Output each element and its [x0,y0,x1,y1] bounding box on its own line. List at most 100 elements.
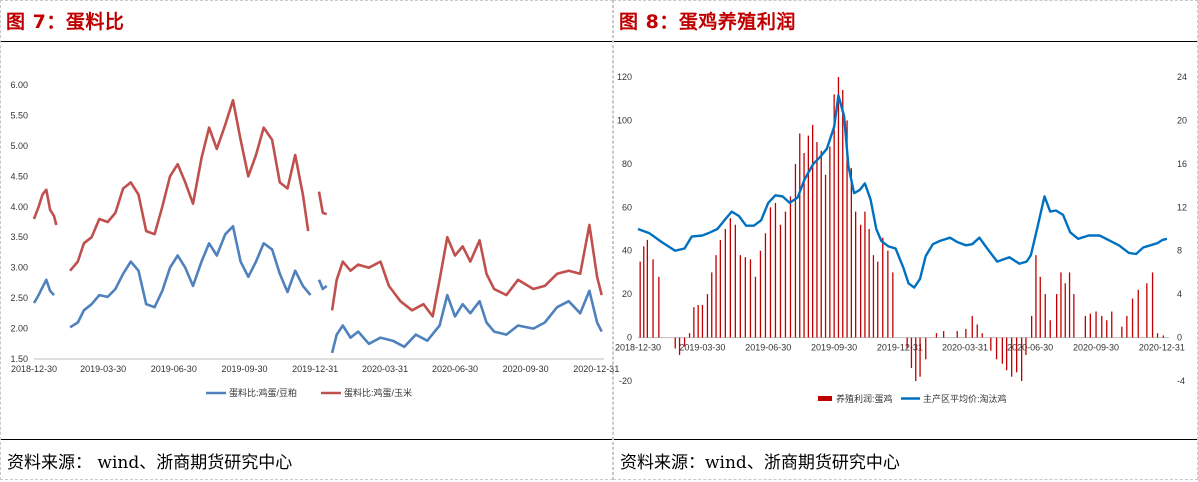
y-right-tick-label: 4 [1177,289,1182,299]
profit-bar [842,90,844,338]
profit-bar [855,211,857,338]
profit-bar [658,276,660,338]
profit-bar [1151,272,1154,338]
profit-bar [837,77,840,338]
profit-bar [935,333,938,338]
profit-bar [943,331,945,338]
profit-bar [816,142,818,338]
profit-bar [652,259,654,338]
profit-bar [1073,294,1075,338]
profit-bar [919,337,921,377]
y-right-tick-label: -4 [1177,376,1185,386]
x-tick-label: 2018-12-30 [615,343,661,353]
x-tick-label: 2019-12-31 [877,343,923,353]
profit-bar [719,239,721,338]
profit-bar [1016,337,1018,373]
profit-bar [971,315,973,338]
y-left-tick-label: 40 [622,246,632,256]
profit-bar [1031,315,1033,338]
y-tick-label: 2.00 [10,324,28,334]
profit-bar [812,124,814,338]
profit-bar [794,163,797,338]
y-right-tick-label: 24 [1177,72,1187,82]
profit-bar [759,250,762,338]
profit-bar [693,307,695,338]
y-left-tick-label: 100 [617,115,632,125]
legend-label: 蛋料比:鸡蛋/豆粕 [229,387,297,398]
profit-bar [864,211,866,338]
y-left-tick-label: -20 [619,376,632,386]
profit-bar [697,305,699,338]
profit-bar [683,337,686,347]
profit-bar [1044,294,1046,338]
profit-bar [824,174,827,338]
profit-bar [877,261,879,338]
profit-bar [749,259,752,338]
right-panel: 图 8：蛋鸡养殖利润 -20 0 20 40 60 80 100 120 -4 0 4 8 12 16 20… [613,0,1198,480]
x-tick-label: 2019-09-30 [811,343,857,353]
profit-bar [846,120,848,338]
source-note: 资料来源： wind、浙商期货研究中心 [7,453,293,473]
profit-bar [774,202,777,338]
y-tick-label: 4.00 [10,202,28,212]
profit-bar [784,211,787,338]
profit-bar [1095,311,1097,338]
profit-bar [887,250,889,338]
profit-bar [872,255,875,338]
x-tick-label: 2020-03-31 [942,343,988,353]
profit-bar [1121,326,1123,338]
x-tick-label: 2020-12-31 [573,364,619,374]
profit-bar [990,337,992,351]
x-tick-label: 2020-06-30 [432,364,478,374]
profit-bar [833,94,835,338]
profit-bar [789,196,792,338]
profit-bar [711,272,713,338]
x-tick-label: 2019-03-30 [679,343,725,353]
x-tick-label: 2019-12-31 [292,364,338,374]
profit-bar [688,333,691,338]
y-tick-label: 3.50 [10,232,28,242]
profit-bar [1064,283,1066,338]
x-tick-label: 2019-09-30 [221,364,267,374]
profit-bar [868,229,870,338]
profit-bar [915,337,917,381]
title-divider [614,41,1197,42]
profit-bar [754,276,757,338]
series-line-2 [32,98,603,318]
profit-bar [995,337,998,360]
y-tick-label: 1.50 [10,354,28,364]
cull-hen-price-line [637,94,1168,289]
profit-bar [925,337,927,360]
profit-bar [1035,255,1037,338]
profit-bar [906,337,908,349]
profit-bar [715,255,717,338]
profit-bar [976,324,978,338]
profit-bar [892,272,894,338]
profit-bar [1068,272,1071,338]
y-left-tick-label: 120 [617,72,632,82]
y-tick-label: 5.50 [10,110,28,120]
y-tick-label: 6.00 [10,80,28,90]
y-right-tick-label: 8 [1177,246,1182,256]
x-tick-label: 2019-06-30 [745,343,791,353]
profit-bar [1137,289,1139,338]
series-line-1 [32,225,603,354]
source-divider [1,439,612,440]
legend-swatch [818,396,832,401]
profit-bar [1001,337,1003,364]
profit-bar [724,229,726,338]
profit-bar [956,331,958,338]
profit-bar [981,333,983,338]
x-tick-label: 2020-09-30 [1073,343,1119,353]
profit-bar [860,224,862,338]
y-tick-label: 5.00 [10,141,28,151]
x-tick-label: 2020-03-31 [362,364,408,374]
profit-bar [1162,335,1164,338]
profit-bar [807,135,809,338]
y-tick-label: 3.00 [10,263,28,273]
profit-bar [1006,337,1008,371]
profit-bar [769,207,772,338]
profit-bar [965,328,967,338]
profit-bar [820,150,822,338]
legend-label: 蛋料比:鸡蛋/玉米 [344,387,412,398]
